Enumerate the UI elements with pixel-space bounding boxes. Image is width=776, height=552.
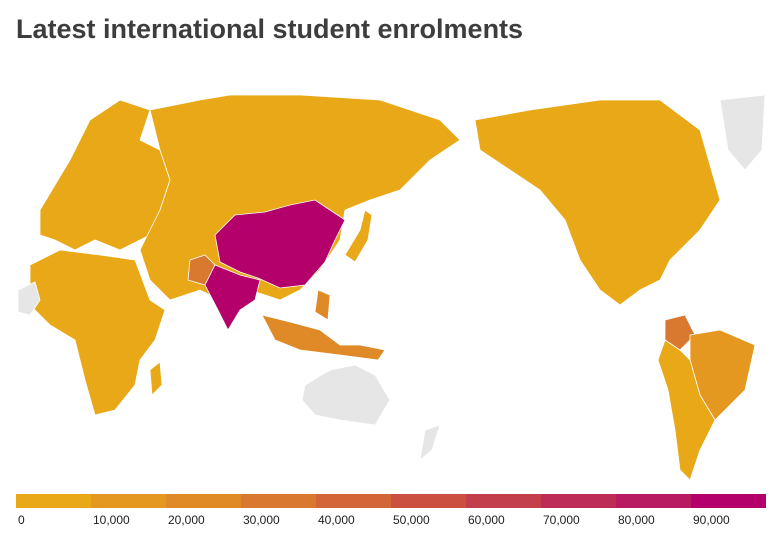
legend-tick-label: 20,000: [168, 513, 205, 527]
china: [214, 199, 346, 289]
legend-tick-label: 0: [18, 513, 25, 527]
legend-tick-label: 30,000: [243, 513, 280, 527]
south-america: [657, 339, 716, 481]
japan: [344, 209, 373, 263]
legend-swatch: [541, 494, 616, 508]
greenland: [719, 94, 766, 171]
india: [204, 264, 261, 331]
colombia: [664, 314, 696, 351]
legend-swatch: [16, 494, 91, 508]
legend-tick-label: 60,000: [468, 513, 505, 527]
australia: [301, 364, 391, 426]
title: Latest international student enrolments: [16, 14, 523, 44]
legend-tick-label: 40,000: [318, 513, 355, 527]
southeast-asia: [261, 314, 386, 361]
legend-swatch: [241, 494, 316, 508]
legend-swatch: [391, 494, 466, 508]
legend-swatch: [166, 494, 241, 508]
europe: [39, 99, 171, 251]
legend-tick-label: 90,000: [693, 513, 730, 527]
new-zealand: [419, 424, 441, 461]
world-map: [17, 94, 766, 481]
legend-swatch: [316, 494, 391, 508]
madagascar: [149, 361, 163, 396]
legend-swatch: [466, 494, 541, 508]
legend: 0 10,000 20,000 30,000 40,000 50,000 60,000 70,…: [16, 494, 766, 527]
north-america: [474, 99, 721, 306]
legend-swatch: [91, 494, 166, 508]
africa: [29, 249, 166, 416]
legend-tick-label: 50,000: [393, 513, 430, 527]
legend-swatch: [616, 494, 691, 508]
legend-tick-label: 70,000: [543, 513, 580, 527]
legend-tick-label: 80,000: [618, 513, 655, 527]
philippines: [314, 289, 331, 321]
western-sahara: [17, 281, 41, 316]
legend-tick-label: 10,000: [93, 513, 130, 527]
legend-swatch: [691, 494, 766, 508]
